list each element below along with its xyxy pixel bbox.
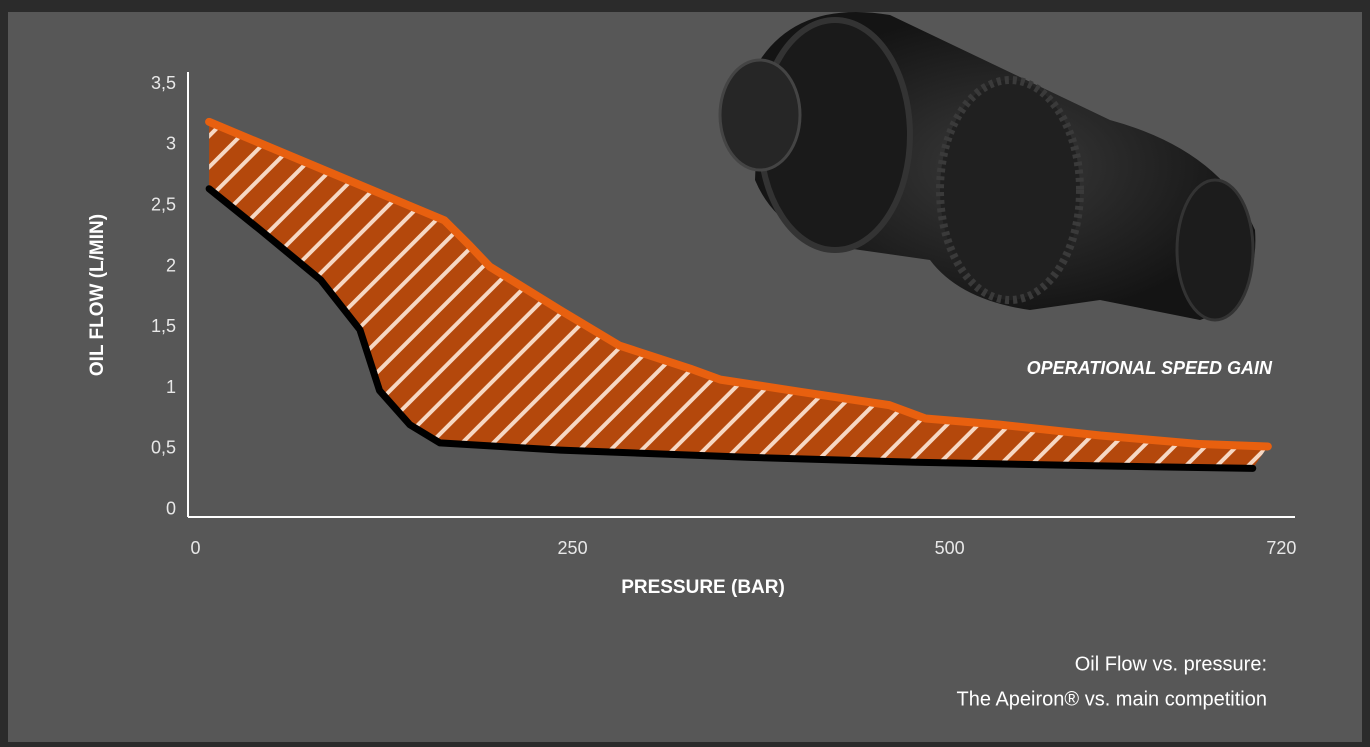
y-tick-label: 0,5 — [151, 438, 176, 458]
annotation: OPERATIONAL SPEED GAIN — [1027, 358, 1273, 378]
engine-image — [718, 12, 1256, 322]
y-tick-label: 2,5 — [151, 194, 176, 214]
series-line — [205, 117, 1272, 451]
y-tick-label: 1 — [166, 377, 176, 397]
x-axis-title: PRESSURE (BAR) — [621, 577, 785, 598]
series-line — [205, 185, 1257, 472]
y-tick-label: 3 — [166, 134, 176, 154]
gain-area — [209, 121, 1268, 469]
x-tick-label: 250 — [558, 538, 588, 558]
x-tick-label: 500 — [935, 538, 965, 558]
x-tick-label: 720 — [1266, 538, 1296, 558]
y-axis-title: OIL FLOW (L/MIN) — [87, 214, 108, 376]
x-tick-label: 0 — [191, 538, 201, 558]
y-tick-label: 3,5 — [151, 73, 176, 93]
y-tick-label: 1,5 — [151, 316, 176, 336]
caption: Oil Flow vs. pressure: — [1075, 653, 1267, 675]
caption: The Apeiron® vs. main competition — [957, 688, 1267, 710]
y-tick-label: 0 — [166, 498, 176, 518]
y-tick-label: 2 — [166, 255, 176, 275]
